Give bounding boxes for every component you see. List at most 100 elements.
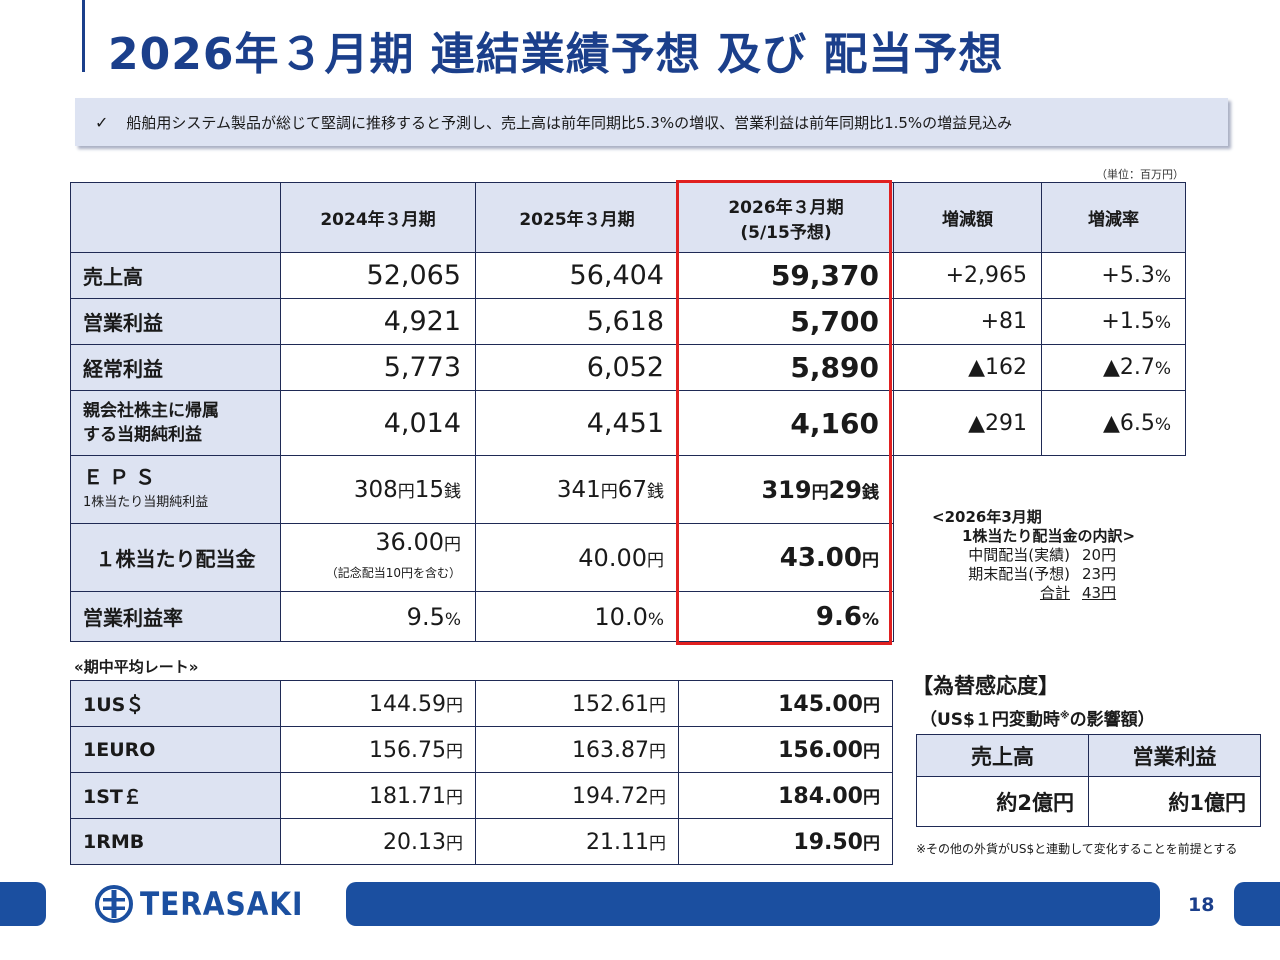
table-row: 親会社株主に帰属 する当期純利益 4,014 4,451 4,160 ▲291 ▲… <box>70 390 1186 456</box>
table-row: 1ST￡ 181.71円 194.72円 184.00円 <box>70 772 893 819</box>
row-label: 親会社株主に帰属 する当期純利益 <box>70 390 281 456</box>
currency-label: 1EURO <box>70 726 281 773</box>
dividend-label: １株当たり配当金 <box>70 523 281 592</box>
footer-bar-middle <box>346 882 1160 926</box>
dividend-2026: 43.00円 <box>678 523 894 592</box>
header-2025: 2025年３月期 <box>475 182 679 253</box>
forecast-table: 2024年３月期 2025年３月期 2026年３月期 (5/15予想) 増減額 増… <box>70 182 1186 642</box>
summary-box: ✓ 船舶用システム製品が総じて堅調に推移すると予測し、売上高は前年同期比5.3%… <box>75 98 1228 146</box>
empty-cell <box>893 523 1186 592</box>
exchange-rate-table: 1US＄ 144.59円 152.61円 145.00円 1EURO 156.7… <box>70 680 893 865</box>
table-row: 約2億円 約1億円 <box>916 776 1261 827</box>
rate-2024: 181.71円 <box>280 772 476 819</box>
header-2024: 2024年３月期 <box>280 182 476 253</box>
table-row: 1EURO 156.75円 163.87円 156.00円 <box>70 726 893 773</box>
terasaki-logo-icon <box>95 885 133 923</box>
rate-2026: 19.50円 <box>678 818 893 865</box>
currency-label: 1US＄ <box>70 680 281 727</box>
rate-2026: 184.00円 <box>678 772 893 819</box>
value-rate: ▲6.5% <box>1041 390 1186 456</box>
margin-label: 営業利益率 <box>70 591 281 642</box>
title-accent-bar <box>82 0 85 72</box>
table-row: 1US＄ 144.59円 152.61円 145.00円 <box>70 680 893 727</box>
table-row: 売上高 52,065 56,404 59,370 +2,965 +5.3% <box>70 252 1186 299</box>
table-header-row: 2024年３月期 2025年３月期 2026年３月期 (5/15予想) 増減額 増… <box>70 182 1186 253</box>
fx-value-sales: 約2億円 <box>916 776 1089 827</box>
summary-text: 船舶用システム製品が総じて堅調に推移すると予測し、売上高は前年同期比5.3%の増… <box>126 113 1013 132</box>
row-label: 売上高 <box>70 252 281 299</box>
currency-label: 1ST￡ <box>70 772 281 819</box>
value-2026: 5,890 <box>678 344 894 391</box>
empty-cell <box>893 455 1186 524</box>
value-rate: +1.5% <box>1041 298 1186 345</box>
value-diff: +2,965 <box>893 252 1042 299</box>
value-2024: 5,773 <box>280 344 476 391</box>
rates-title: «期中平均レート» <box>74 658 199 676</box>
fx-header-sales: 売上高 <box>916 734 1089 777</box>
value-rate: ▲2.7% <box>1041 344 1186 391</box>
value-2025: 4,451 <box>475 390 679 456</box>
rate-2025: 163.87円 <box>475 726 679 773</box>
fx-value-op-profit: 約1億円 <box>1088 776 1261 827</box>
value-2025: 6,052 <box>475 344 679 391</box>
rate-2024: 156.75円 <box>280 726 476 773</box>
breakdown-item: 中間配当(実績) 20円 <box>968 546 1117 564</box>
margin-row: 営業利益率 9.5% 10.0% 9.6% <box>70 591 1186 642</box>
eps-row: ＥＰＳ 1株当たり当期純利益 308円15銭 341円67銭 319円29銭 <box>70 455 1186 524</box>
table-row: 経常利益 5,773 6,052 5,890 ▲162 ▲2.7% <box>70 344 1186 391</box>
table-row: 1RMB 20.13円 21.11円 19.50円 <box>70 818 893 865</box>
value-2025: 56,404 <box>475 252 679 299</box>
value-2025: 5,618 <box>475 298 679 345</box>
value-rate: +5.3% <box>1041 252 1186 299</box>
value-2024: 4,921 <box>280 298 476 345</box>
margin-2025: 10.0% <box>475 591 679 642</box>
table-header-row: 売上高 営業利益 <box>916 734 1261 777</box>
dividend-2024: 36.00円 （記念配当10円を含む） <box>280 523 476 592</box>
header-2026: 2026年３月期 (5/15予想) <box>678 182 894 253</box>
value-diff: +81 <box>893 298 1042 345</box>
footer-bar-right <box>1234 882 1280 926</box>
rate-2026: 156.00円 <box>678 726 893 773</box>
row-label: 経常利益 <box>70 344 281 391</box>
value-2024: 52,065 <box>280 252 476 299</box>
eps-2026: 319円29銭 <box>678 455 894 524</box>
dividend-row: １株当たり配当金 36.00円 （記念配当10円を含む） 40.00円 43.00… <box>70 523 1186 592</box>
fx-footnote: ※その他の外貨がUS$と連動して変化することを前提とする <box>916 842 1238 856</box>
currency-label: 1RMB <box>70 818 281 865</box>
page-title: 2026年３月期 連結業績予想 及び 配当予想 <box>108 29 1004 80</box>
header-diff: 増減額 <box>893 182 1042 253</box>
dividend-2025: 40.00円 <box>475 523 679 592</box>
dividend-breakdown: <2026年3月期 1株当たり配当金の内訳> 中間配当(実績) 20円 期末配当(… <box>932 508 1135 603</box>
fx-sensitivity-table: 売上高 営業利益 約2億円 約1億円 <box>916 734 1261 827</box>
rate-2025: 152.61円 <box>475 680 679 727</box>
header-blank <box>70 182 281 253</box>
rate-2025: 21.11円 <box>475 818 679 865</box>
value-diff: ▲291 <box>893 390 1042 456</box>
value-2024: 4,014 <box>280 390 476 456</box>
logo-text: TERASAKI <box>140 885 304 923</box>
eps-2025: 341円67銭 <box>475 455 679 524</box>
eps-label: ＥＰＳ 1株当たり当期純利益 <box>70 455 281 524</box>
margin-2026: 9.6% <box>678 591 894 642</box>
value-diff: ▲162 <box>893 344 1042 391</box>
fx-sensitivity-title: 【為替感応度】 <box>912 674 1059 698</box>
value-2026: 5,700 <box>678 298 894 345</box>
value-2026: 59,370 <box>678 252 894 299</box>
row-label: 営業利益 <box>70 298 281 345</box>
footer-bar-left <box>0 882 46 926</box>
eps-2024: 308円15銭 <box>280 455 476 524</box>
rate-2025: 194.72円 <box>475 772 679 819</box>
breakdown-title: <2026年3月期 <box>932 508 1042 526</box>
rate-2026: 145.00円 <box>678 680 893 727</box>
rate-2024: 20.13円 <box>280 818 476 865</box>
breakdown-subtitle: 1株当たり配当金の内訳> <box>962 527 1136 545</box>
breakdown-item: 合計 43円 <box>1039 584 1117 602</box>
fx-header-op-profit: 営業利益 <box>1088 734 1261 777</box>
value-2026: 4,160 <box>678 390 894 456</box>
margin-2024: 9.5% <box>280 591 476 642</box>
header-rate: 増減率 <box>1041 182 1186 253</box>
unit-label: （単位：百万円） <box>1096 168 1184 181</box>
check-icon: ✓ <box>95 112 109 132</box>
empty-cell <box>893 591 1186 642</box>
terasaki-logo: TERASAKI <box>94 884 326 924</box>
